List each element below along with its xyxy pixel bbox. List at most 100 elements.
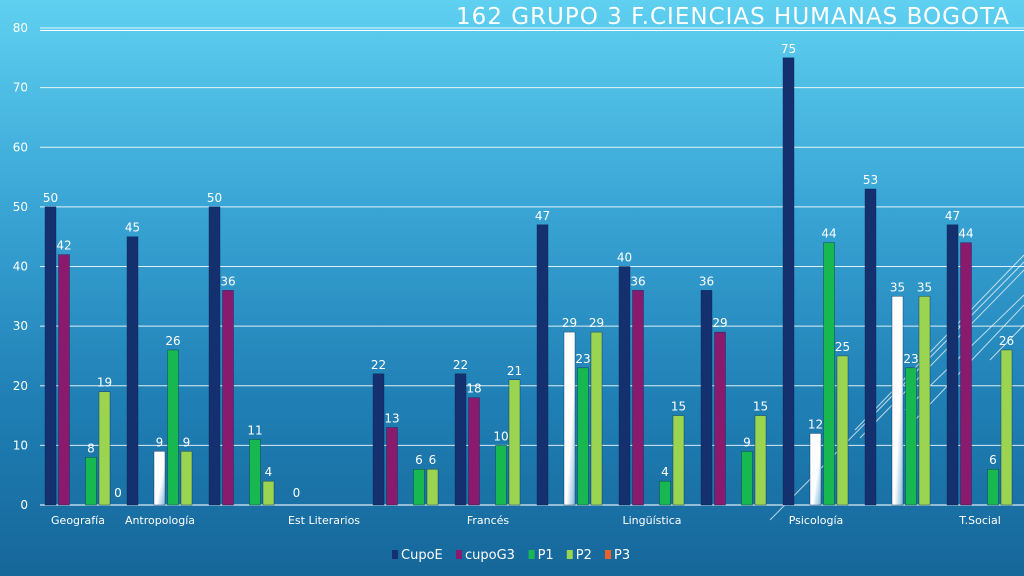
data-label: 36 [699,274,714,288]
bar-cupoe [44,206,57,506]
bar-p1 [495,445,507,506]
x-category-label: Francés [467,514,510,527]
bar-p3 [153,451,166,506]
bar-p2 [754,415,767,506]
bar-p1 [85,457,97,506]
bar-cupog3 [58,254,70,506]
y-tick-label: 80 [13,21,28,35]
decor-stripe [854,254,1024,431]
data-label: 22 [453,358,468,372]
data-label: 42 [56,239,71,253]
bar-p2 [590,331,603,506]
bar-cupog3 [960,242,972,506]
data-label: 6 [415,453,423,467]
bar-p1 [167,349,179,506]
data-label: 26 [165,334,180,348]
bar-p3 [563,331,576,506]
bar-cupog3 [714,331,726,506]
data-label: 13 [384,411,399,425]
data-label: 53 [863,173,878,187]
data-label: 6 [429,453,437,467]
title-underline [40,30,1024,31]
bar-cupoe [536,224,549,506]
bar-p3 [809,433,822,506]
data-label: 36 [220,274,235,288]
legend-swatch [605,550,611,559]
y-tick-label: 20 [13,379,28,393]
x-category-label: Antropología [125,514,195,527]
data-label: 50 [43,191,58,205]
legend-label: P2 [576,548,592,563]
bar-cupoe [208,206,221,506]
data-label: 9 [183,435,191,449]
bar-p1 [249,439,261,506]
data-label: 11 [247,423,262,437]
bar-p1 [823,242,835,506]
y-tick-label: 40 [13,260,28,274]
data-label: 29 [562,316,577,330]
bar-cupoe [782,57,795,506]
bar-p2 [426,469,439,506]
bar-p1 [987,469,999,506]
x-category-label: Est Literarios [288,514,360,527]
data-label: 50 [207,191,222,205]
y-axis-ticks: 0 10 20 30 40 50 60 70 80 [13,21,28,512]
legend-swatch [456,550,462,559]
bar-p3 [891,296,904,506]
data-label: 29 [589,316,604,330]
bar-p2 [1000,349,1013,506]
grid-lines [40,27,1024,506]
legend: CupoE cupoG3 P1 P2 P3 [392,548,630,563]
bar-cupoe [454,373,467,506]
chart-title: 162 GRUPO 3 F.CIENCIAS HUMANAS BOGOTA [456,4,1010,30]
bar-p2 [262,480,275,506]
data-label: 0 [114,486,122,500]
legend-swatch [392,550,398,559]
bar-p2 [98,391,111,506]
legend-swatch [528,550,535,559]
bar-p2 [180,451,193,506]
y-tick-label: 30 [13,319,28,333]
data-label: 6 [989,453,997,467]
bar-cupoe [126,236,139,506]
data-label: 44 [821,227,836,241]
data-label: 19 [97,376,112,390]
decor-stripe [859,269,1024,439]
data-label: 0 [293,486,301,500]
bar-p2 [836,355,849,506]
data-label: 8 [87,441,95,455]
legend-label: P1 [538,548,554,563]
legend-label: cupoG3 [465,548,515,563]
data-label: 22 [371,358,386,372]
data-label: 36 [630,274,645,288]
bar-cupoe [946,224,959,506]
decor-stripe [989,324,1024,361]
bar-cupoe [618,266,631,506]
data-label: 35 [917,280,932,294]
bar-p2 [508,379,521,506]
data-label: 23 [575,352,590,366]
legend-label: CupoE [401,548,443,563]
data-label: 35 [890,280,905,294]
bar-cupog3 [632,290,644,506]
data-label: 12 [808,417,823,431]
bar-p2 [672,415,685,506]
legend-label: P3 [614,548,630,563]
bar-p1 [413,469,425,506]
data-label: 23 [903,352,918,366]
data-label: 40 [617,251,632,265]
data-label: 47 [535,209,550,223]
data-label: 4 [661,465,669,479]
bar-cupog3 [468,397,480,506]
bar-cupoe [372,373,385,506]
y-tick-label: 50 [13,200,28,214]
bar-cupoe [700,290,713,506]
data-label: 21 [507,364,522,378]
bar-p1 [659,480,671,506]
y-tick-label: 70 [13,81,28,95]
data-label: 25 [835,340,850,354]
bars [44,57,1013,506]
y-tick-label: 10 [13,438,28,452]
bar-p2 [918,296,931,506]
data-label: 44 [958,227,973,241]
